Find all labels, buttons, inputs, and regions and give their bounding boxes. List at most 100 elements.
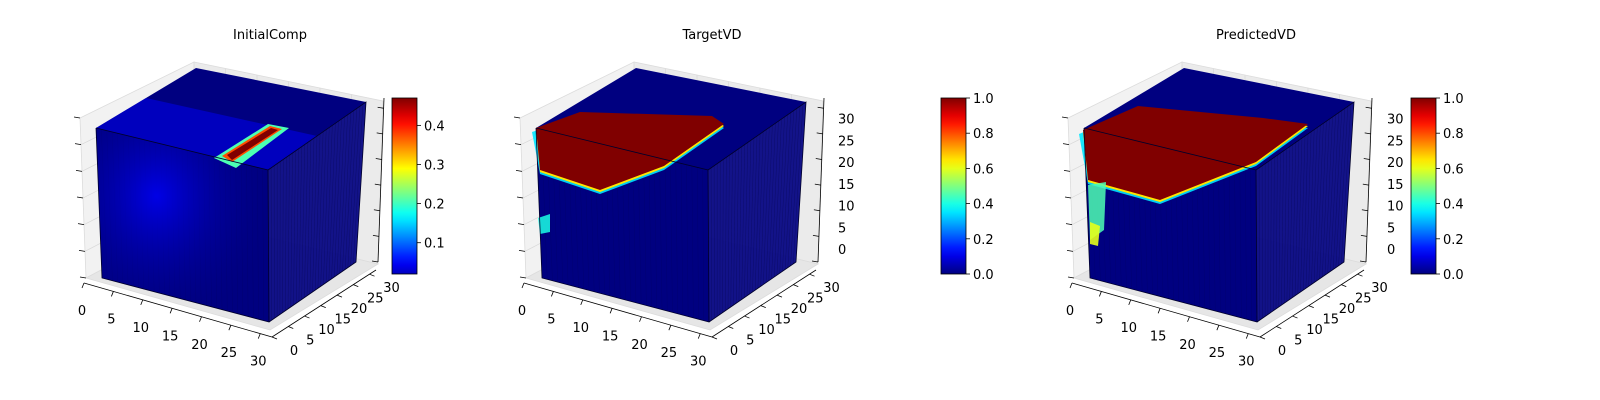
voxel-gridline [787, 108, 797, 268]
voxel-gridline [1292, 142, 1296, 298]
x-tick [609, 308, 613, 314]
y-tick [336, 294, 343, 298]
z-left-tick [75, 169, 83, 172]
voxel-gridline [317, 131, 324, 289]
voxel-gridline [1330, 112, 1339, 272]
y-tick-label: 30 [823, 281, 840, 296]
voxel-gridline [344, 110, 354, 270]
x-tick-label: 25 [221, 346, 238, 361]
x-tick [228, 325, 232, 331]
z-left-tick [1061, 116, 1069, 119]
x-tick [697, 333, 701, 339]
x-tick-label: 25 [661, 346, 678, 361]
voxel-gridline [1316, 123, 1324, 281]
y-tick [288, 326, 294, 329]
z-tick [1361, 209, 1368, 212]
z-tick-label: 20 [838, 156, 855, 171]
voxel-gridline [1281, 150, 1284, 306]
voxel-gridline [1229, 163, 1232, 316]
voxel-gridline [1270, 159, 1272, 313]
voxel-gridline [312, 135, 318, 293]
y-tick [711, 336, 718, 340]
voxel-gridline [301, 144, 305, 300]
voxel-gridline [738, 146, 742, 302]
voxel-gridline [733, 150, 736, 306]
z-axis-line [377, 97, 385, 263]
z-tick [376, 132, 383, 135]
voxel-gridline [1239, 166, 1242, 318]
z-left-tick [77, 223, 85, 226]
x-tick [1128, 299, 1132, 306]
y-tick-label: 5 [746, 334, 754, 349]
x-tick-label: 10 [572, 321, 589, 336]
voxel-gridline [1286, 146, 1290, 302]
y-tick-label: 0 [290, 344, 298, 359]
y-tick [1259, 336, 1266, 340]
voxel-gridline [697, 167, 699, 320]
voxel-gridline [334, 118, 342, 278]
voxel-gridline [757, 131, 764, 289]
colorbar-tick-label: 0.2 [973, 233, 994, 248]
voxel-gridline [779, 114, 788, 274]
voxel-gridline [1278, 152, 1281, 308]
y-tick [1324, 294, 1331, 298]
voxel-gridline [323, 127, 330, 285]
voxel-gridline [282, 159, 284, 313]
voxel-gridline [285, 157, 287, 311]
voxel-gridline [1308, 129, 1315, 287]
voxel-gridline [675, 162, 678, 314]
voxel-gridline [752, 135, 758, 293]
x-tick [111, 291, 114, 297]
z-axis-line [817, 97, 825, 263]
voxel-gridline [776, 116, 785, 276]
voxel-gridline [347, 108, 357, 268]
x-tick-label: 30 [250, 355, 267, 370]
x-tick [140, 299, 144, 306]
x-tick [169, 308, 173, 314]
voxel-gridline [1223, 162, 1226, 314]
voxel-gridline [287, 155, 290, 309]
x-tick [1187, 316, 1190, 322]
x-tick-label: 15 [602, 329, 619, 344]
voxel-gridline [304, 142, 308, 298]
z-tick [812, 234, 820, 237]
z-tick-label: 15 [1387, 178, 1404, 193]
stripe-core [227, 128, 278, 160]
z-tick-label: 20 [1387, 156, 1404, 171]
panel-targetvd: TargetVD 0510152025300510152025300510152… [513, 28, 994, 370]
colorbar-tick-label: 0.1 [424, 237, 445, 252]
x-tick-label: 10 [1120, 321, 1137, 336]
voxel-gridline [746, 140, 752, 296]
z-tick [1359, 260, 1367, 263]
voxel-gridline [782, 112, 791, 272]
voxel-gridline [659, 158, 663, 310]
y-tick-label: 15 [334, 313, 351, 328]
cube-outline [267, 101, 367, 323]
voxel-gridline [1335, 108, 1345, 268]
y-tick [1357, 273, 1363, 277]
x-tick [199, 316, 202, 322]
y-tick-label: 15 [774, 313, 791, 328]
voxel-gridline [784, 110, 794, 270]
voxel-gridline [1305, 131, 1312, 289]
x-tick-label: 20 [1179, 338, 1196, 353]
voxel-gridline [774, 118, 782, 278]
voxel-gridline [315, 133, 321, 291]
z-left-tick [74, 143, 82, 146]
voxel-gridline [320, 129, 327, 287]
colorbar-tick-label: 0.4 [1443, 198, 1464, 213]
y-tick-label: 20 [1339, 302, 1356, 317]
y-tick [353, 284, 359, 288]
y-tick [320, 305, 326, 308]
colorbar-tick-label: 0.4 [424, 119, 445, 134]
x-tick [521, 282, 525, 289]
z-left-tick [76, 196, 84, 199]
z-tick [374, 183, 381, 186]
y-axis-line [711, 269, 817, 338]
voxel-gridline [1218, 160, 1221, 313]
voxel-gridline [1234, 164, 1237, 317]
y-tick-label: 10 [318, 323, 335, 338]
z-tick-label: 0 [838, 243, 846, 258]
z-left-tick [73, 116, 81, 119]
